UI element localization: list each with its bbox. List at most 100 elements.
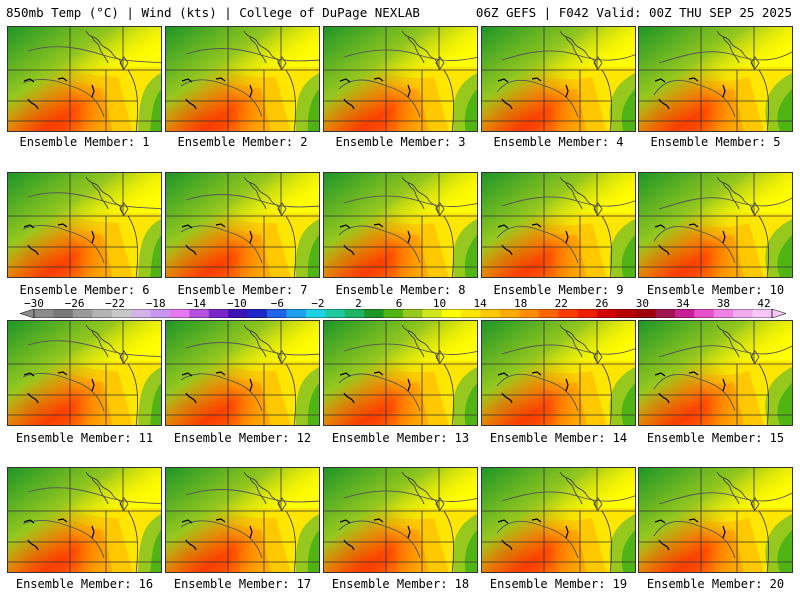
ensemble-member-map: [481, 26, 636, 132]
colorbar-segment: [616, 309, 637, 318]
colorbar-segment: [344, 309, 365, 318]
colorbar-tick-label: 14: [473, 297, 487, 310]
colorbar-segment: [383, 309, 404, 318]
colorbar-tick-label: −22: [105, 297, 126, 310]
ensemble-member-map: [481, 320, 636, 426]
ensemble-member-map: [7, 172, 162, 278]
colorbar-frame: [33, 309, 773, 318]
colorbar-tick-label: 26: [595, 297, 609, 310]
colorbar-tick-label: 42: [757, 297, 771, 310]
colorbar-segment: [636, 309, 656, 318]
ensemble-member-label: Ensemble Member: 17: [173, 577, 312, 591]
colorbar-tick-label: 10: [432, 297, 447, 310]
colorbar-segment: [189, 309, 210, 318]
ensemble-member-map: [638, 467, 793, 573]
colorbar-segment: [131, 309, 151, 318]
temperature-colorbar: [20, 309, 786, 318]
colorbar-segment: [480, 309, 501, 318]
ensemble-member-map: [165, 172, 320, 278]
colorbar-tick-label: 18: [514, 297, 528, 310]
ensemble-member-map: [323, 320, 478, 426]
colorbar-segment: [34, 309, 54, 318]
colorbar-segment: [169, 309, 190, 318]
ensemble-member-label: Ensemble Member: 4: [493, 135, 624, 149]
colorbar-segment: [53, 309, 74, 318]
ensemble-member-map: [165, 320, 320, 426]
colorbar-segment: [538, 309, 559, 318]
colorbar-segment: [403, 309, 423, 318]
ensemble-member-map: [7, 467, 162, 573]
colorbar-segment: [325, 309, 346, 318]
colorbar-segment: [422, 309, 443, 318]
ensemble-member-label: Ensemble Member: 7: [177, 283, 308, 297]
model-run-valid-time: 06Z GEFS | F042 Valid: 00Z THU SEP 25 20…: [475, 5, 792, 20]
colorbar-tick-label: −2: [311, 297, 325, 310]
colorbar-tick-label: −14: [186, 297, 207, 310]
colorbar-segment: [597, 309, 617, 318]
colorbar-tick-label: 22: [554, 297, 568, 310]
colorbar-segment: [92, 309, 112, 318]
colorbar-segment: [558, 309, 579, 318]
ensemble-member-label: Ensemble Member: 16: [15, 577, 154, 591]
colorbar-tick-label: −6: [270, 297, 284, 310]
ensemble-member-map: [165, 467, 320, 573]
colorbar-segment: [364, 309, 384, 318]
ensemble-member-map: [7, 26, 162, 132]
ensemble-member-label: Ensemble Member: 8: [335, 283, 466, 297]
ensemble-member-label: Ensemble Member: 12: [173, 431, 312, 445]
ensemble-member-label: Ensemble Member: 10: [646, 283, 785, 297]
colorbar-segment: [713, 309, 734, 318]
colorbar-min-arrow: [20, 309, 35, 318]
ensemble-member-map: [7, 320, 162, 426]
colorbar-segment: [111, 309, 132, 318]
colorbar-segment: [752, 309, 773, 318]
ensemble-member-label: Ensemble Member: 9: [493, 283, 624, 297]
ensemble-member-label: Ensemble Member: 18: [331, 577, 470, 591]
colorbar-tick-label: −30: [24, 297, 44, 310]
colorbar-tick-label: 34: [676, 297, 690, 310]
ensemble-member-label: Ensemble Member: 3: [335, 135, 466, 149]
colorbar-segment: [247, 309, 268, 318]
ensemble-member-map: [638, 320, 793, 426]
colorbar-segment: [694, 309, 715, 318]
colorbar-tick-label: −18: [145, 297, 166, 310]
ensemble-member-map: [323, 467, 478, 573]
ensemble-member-label: Ensemble Member: 5: [650, 135, 781, 149]
ensemble-member-label: Ensemble Member: 20: [646, 577, 785, 591]
ensemble-member-map: [638, 26, 793, 132]
colorbar-segment: [577, 309, 598, 318]
colorbar-segment: [655, 309, 676, 318]
colorbar-tick-label: 38: [716, 297, 731, 310]
colorbar-segment: [305, 309, 326, 318]
colorbar-segment: [733, 309, 753, 318]
colorbar-tick-label: 30: [635, 297, 649, 310]
ensemble-member-label: Ensemble Member: 2: [177, 135, 308, 149]
colorbar-segment: [72, 309, 93, 318]
colorbar-segment: [228, 309, 248, 318]
colorbar-segment: [267, 309, 287, 318]
ensemble-member-label: Ensemble Member: 19: [489, 577, 628, 591]
colorbar-segment: [461, 309, 481, 318]
colorbar-tick-label: 6: [395, 297, 403, 310]
ensemble-member-map: [323, 26, 478, 132]
colorbar-segment: [286, 309, 307, 318]
ensemble-member-label: Ensemble Member: 13: [331, 431, 470, 445]
ensemble-member-map: [481, 172, 636, 278]
ensemble-member-map: [165, 26, 320, 132]
colorbar-segment: [208, 309, 229, 318]
ensemble-member-label: Ensemble Member: 6: [19, 283, 150, 297]
ensemble-member-map: [323, 172, 478, 278]
ensemble-member-label: Ensemble Member: 1: [19, 135, 150, 149]
colorbar-segment: [519, 309, 540, 318]
colorbar-tick-label: −10: [226, 297, 247, 310]
ensemble-member-label: Ensemble Member: 14: [489, 431, 628, 445]
ensemble-member-map: [638, 172, 793, 278]
colorbar-segment: [500, 309, 520, 318]
ensemble-member-label: Ensemble Member: 11: [15, 431, 154, 445]
colorbar-segment: [150, 309, 171, 318]
colorbar-segment: [441, 309, 462, 318]
ensemble-member-map: [481, 467, 636, 573]
colorbar-segment: [674, 309, 695, 318]
product-title: 850mb Temp (°C) | Wind (kts) | College o…: [6, 5, 420, 20]
colorbar-tick-label: −26: [64, 297, 85, 310]
